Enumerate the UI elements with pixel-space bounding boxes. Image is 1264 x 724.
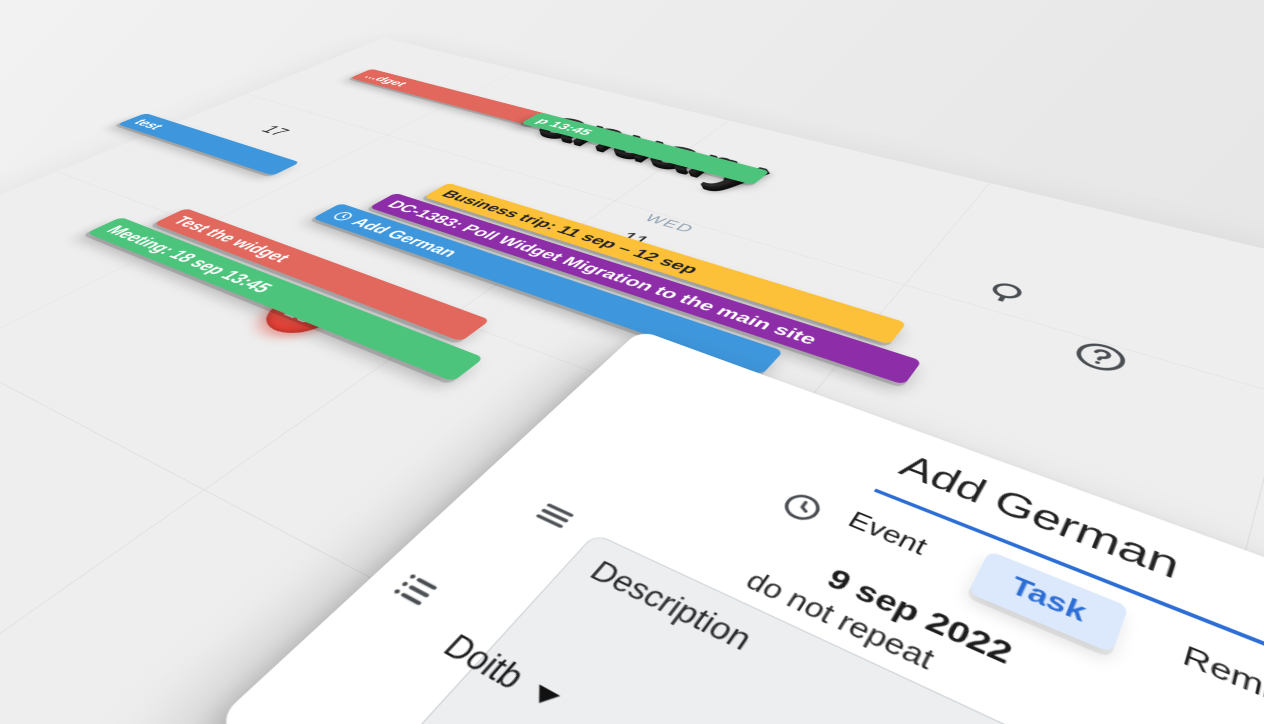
help-icon[interactable] (1066, 336, 1135, 379)
event-title: DC-1383: Poll Widget Migration to the ma… (383, 198, 822, 348)
event-title: ...dget (361, 72, 412, 88)
day-header-wed: WED (640, 212, 699, 236)
event-title: test (129, 117, 169, 132)
list-icon (383, 566, 448, 614)
event-title: Test the widget (168, 213, 297, 265)
description-placeholder: Description (583, 555, 759, 658)
day-number-17[interactable]: 17 (255, 123, 295, 139)
search-icon[interactable] (977, 276, 1039, 311)
calendar-event[interactable]: test (117, 113, 301, 176)
calendar-event[interactable]: ...dget (349, 68, 553, 127)
tab-event[interactable]: Event (843, 507, 932, 561)
tab-reminder[interactable]: Reminder (1179, 641, 1264, 724)
lines-icon (525, 495, 584, 537)
